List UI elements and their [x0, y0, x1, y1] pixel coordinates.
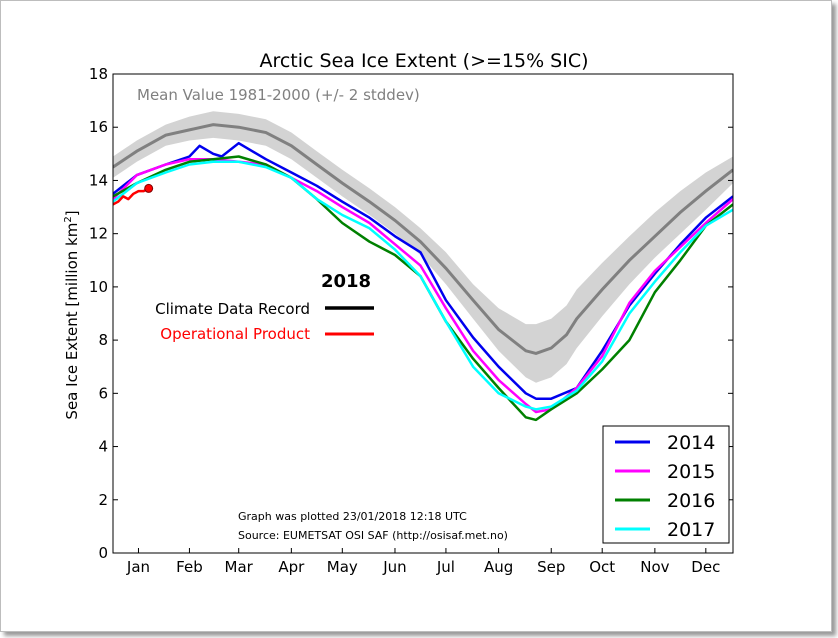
- series-legend: 2014 2015 2016 2017: [602, 425, 730, 544]
- legend-climate-data-record-label: Climate Data Record: [155, 300, 310, 318]
- y-axis-label-sup: 2: [63, 216, 74, 222]
- y-tick-label: 6: [98, 384, 108, 402]
- plot-marks: [113, 111, 733, 422]
- y-tick-label: 8: [98, 331, 108, 349]
- x-tick-label-apr: Apr: [278, 558, 305, 576]
- legend-2018: 2018 Climate Data Record Operational Pro…: [155, 271, 374, 343]
- mean-line: [113, 123, 733, 355]
- x-tick-label-oct: Oct: [589, 558, 615, 576]
- y-tick-label: 0: [98, 544, 108, 562]
- stddev-band: [113, 111, 733, 383]
- plot-area: 0 2 4 6 8 10 12 14 16 18 Jan Feb Mar Apr May Jun Jul Aug S…: [89, 65, 734, 576]
- series-line-2017: [113, 160, 733, 411]
- legend-label-2017: 2017: [667, 519, 715, 541]
- x-tick-label-mar: Mar: [225, 558, 254, 576]
- legend-operational-product-label: Operational Product: [160, 325, 310, 343]
- axes-frame: [112, 73, 734, 554]
- x-tick-label-aug: Aug: [484, 558, 513, 576]
- legend-label-2016: 2016: [667, 490, 715, 512]
- y-tick-label: 10: [89, 278, 108, 296]
- x-tick-label-feb: Feb: [176, 558, 203, 576]
- legend-label-2015: 2015: [667, 461, 715, 483]
- y-tick-label: 14: [89, 171, 108, 189]
- y-tick-label: 2: [98, 491, 108, 509]
- x-tick-label-jan: Jan: [126, 558, 150, 576]
- series-2018-latest-point: [144, 183, 154, 193]
- series-line-2015: [113, 157, 733, 414]
- legend-frame: [602, 425, 730, 544]
- x-tick-label-dec: Dec: [691, 558, 720, 576]
- y-axis-label-main: Sea Ice Extent [million km: [63, 223, 81, 420]
- x-tick-label-jul: Jul: [436, 558, 455, 576]
- plot-date-annotation: Graph was plotted 23/01/2018 12:18 UTC: [238, 510, 467, 523]
- x-tick-label-nov: Nov: [640, 558, 669, 576]
- series-line-2018: [113, 187, 150, 206]
- x-tick-label-may: May: [327, 558, 358, 576]
- y-tick-label: 18: [89, 65, 108, 83]
- mean-value-label: Mean Value 1981-2000 (+/- 2 stddev): [137, 86, 420, 104]
- chart-title: Arctic Sea Ice Extent (>=15% SIC): [259, 50, 588, 72]
- y-tick-label: 4: [98, 438, 108, 456]
- x-tick-label-jun: Jun: [382, 558, 406, 576]
- legend-2018-year: 2018: [321, 271, 371, 292]
- legend-label-2014: 2014: [667, 432, 715, 454]
- y-tick-label: 16: [89, 118, 108, 136]
- y-axis-label-end: ]: [63, 210, 81, 216]
- source-annotation: Source: EUMETSAT OSI SAF (http://osisaf.…: [238, 529, 508, 542]
- x-tick-label-sep: Sep: [537, 558, 565, 576]
- y-tick-label: 12: [89, 225, 108, 243]
- y-axis-label: Sea Ice Extent [million km2]: [63, 210, 81, 419]
